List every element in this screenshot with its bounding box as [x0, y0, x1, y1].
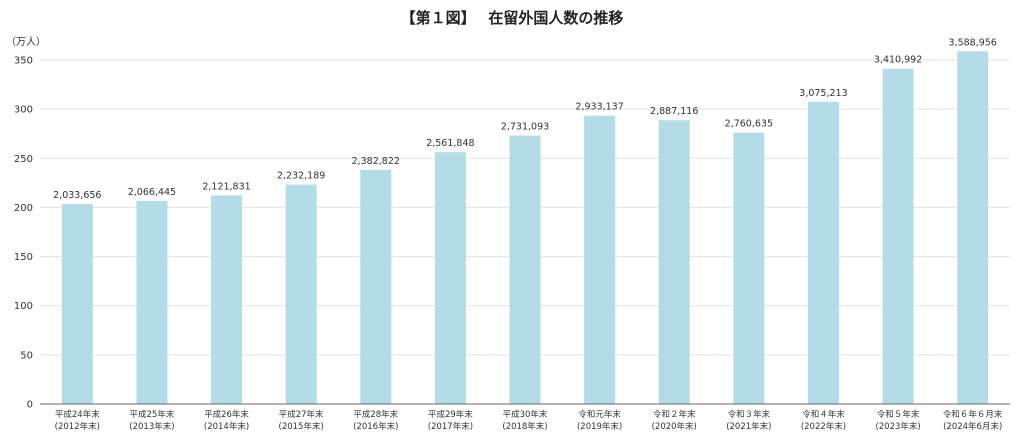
x-tick-sublabel: (2014年末)	[204, 421, 249, 432]
x-tick-sublabel: (2018年末)	[502, 421, 547, 432]
bar	[434, 152, 466, 404]
bar	[285, 184, 317, 404]
x-tick-label: 令和６年６月末	[943, 409, 1003, 420]
x-tick-sublabel: (2019年末)	[577, 421, 622, 432]
y-tick-label: 250	[14, 154, 33, 165]
data-label: 2,232,189	[277, 171, 325, 182]
x-tick-sublabel: (2017年末)	[428, 421, 473, 432]
data-label: 2,887,116	[650, 106, 698, 117]
bar	[584, 115, 616, 404]
bar	[733, 132, 765, 405]
bars	[61, 51, 989, 405]
x-tick-sublabel: (2024年6月末)	[943, 421, 1002, 432]
y-tick-label: 150	[14, 252, 33, 263]
data-label: 3,075,213	[799, 88, 847, 99]
y-tick-label: 0	[27, 400, 33, 411]
bar	[61, 204, 93, 404]
x-tick-sublabel: (2023年末)	[875, 421, 920, 432]
data-label: 2,933,137	[575, 102, 623, 113]
y-tick-label: 100	[14, 301, 33, 312]
bar	[136, 200, 168, 404]
x-tick-sublabel: (2021年末)	[726, 421, 771, 432]
bar	[658, 120, 690, 405]
y-tick-label: 300	[14, 105, 33, 116]
data-label: 2,382,822	[352, 156, 400, 167]
x-tick-label: 令和元年末	[578, 409, 621, 420]
data-labels: 2,033,656 2,066,445 2,121,831 2,232,189 2,38…	[53, 37, 997, 201]
data-label: 2,121,831	[202, 181, 250, 192]
x-tick-label: 平成25年末	[130, 409, 175, 420]
data-label: 3,588,956	[949, 37, 997, 48]
chart-title: 【第１図】 在留外国人数の推移	[401, 9, 624, 27]
x-tick-label: 平成29年末	[428, 409, 473, 420]
x-tick-label: 平成30年末	[503, 409, 548, 420]
data-label: 2,066,445	[128, 187, 176, 198]
x-tick-label: 平成27年末	[279, 409, 324, 420]
y-axis-unit-label: （万人）	[6, 36, 46, 48]
x-tick-label: 平成28年末	[353, 409, 398, 420]
y-tick-label: 350	[14, 56, 33, 67]
x-tick-sublabel: (2016年末)	[353, 421, 398, 432]
x-tick-label: 令和２年末	[653, 409, 696, 420]
data-label: 2,033,656	[53, 190, 101, 201]
y-tick-label: 200	[14, 203, 33, 214]
bar	[957, 51, 989, 404]
bar	[211, 195, 243, 404]
data-label: 2,760,635	[725, 119, 773, 130]
y-axis-ticks: 0 50 100 150 200 250 300 350	[14, 56, 33, 411]
x-tick-sublabel: (2013年末)	[129, 421, 174, 432]
data-label: 2,731,093	[501, 122, 549, 133]
x-tick-sublabel: (2020年末)	[652, 421, 697, 432]
bar	[807, 101, 839, 405]
bar	[882, 68, 914, 404]
x-tick-label: 平成26年末	[204, 409, 249, 420]
data-label: 3,410,992	[874, 55, 922, 66]
data-label: 2,561,848	[426, 138, 474, 149]
x-tick-sublabel: (2012年末)	[55, 421, 100, 432]
x-tick-label: 平成24年末	[55, 409, 100, 420]
x-tick-sublabel: (2022年末)	[801, 421, 846, 432]
x-tick-label: 令和４年末	[802, 409, 845, 420]
bar	[509, 135, 541, 404]
x-axis-ticks: 平成24年末(2012年末) 平成25年末(2013年末) 平成26年末(2014年…	[55, 409, 1003, 432]
y-tick-label: 50	[20, 350, 33, 361]
bar	[360, 169, 392, 404]
x-tick-label: 令和５年末	[877, 409, 920, 420]
x-tick-sublabel: (2015年末)	[279, 421, 324, 432]
x-tick-label: 令和３年末	[728, 409, 771, 420]
